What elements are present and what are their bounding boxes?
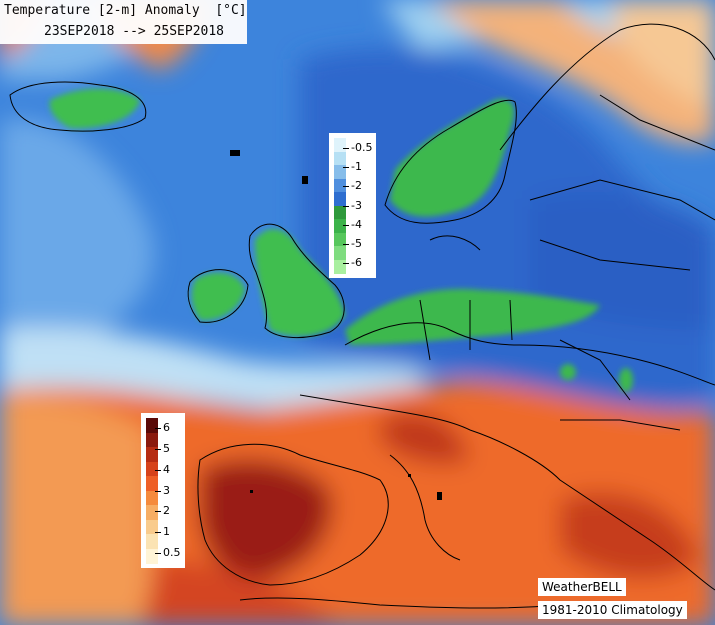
warm-legend-label: 6	[163, 421, 170, 435]
warm-legend-label: 0.5	[163, 545, 181, 559]
scandinavia-cold-zone	[390, 99, 515, 217]
cold-legend-tick	[343, 263, 349, 265]
cold-legend-label: -6	[351, 256, 362, 270]
warm-legend-tick	[155, 469, 161, 471]
warm-anomaly-legend: 6 5 4 3 2 1 0.5	[141, 413, 185, 568]
warm-legend-tick	[155, 531, 161, 533]
islands	[230, 150, 442, 500]
warm-legend-swatch	[146, 490, 158, 506]
warm-legend-swatch	[146, 432, 158, 448]
warm-legend-label: 1	[163, 524, 170, 538]
cold-legend-tick	[343, 224, 349, 226]
warm-legend-label: 5	[163, 442, 170, 456]
warm-legend-swatch	[146, 461, 158, 477]
warm-legend-swatch	[146, 548, 158, 564]
warm-legend-tick	[155, 428, 161, 430]
cold-legend-tick	[343, 205, 349, 207]
cold-legend-swatch	[334, 219, 346, 233]
cold-legend-tick	[343, 186, 349, 188]
cold-legend-swatch	[334, 232, 346, 247]
cold-legend-swatch	[334, 138, 346, 152]
warm-legend-swatch	[146, 418, 158, 433]
cold-legend-label: -5	[351, 237, 362, 251]
warm-legend-swatch	[146, 534, 158, 549]
cold-legend-label: -0.5	[351, 140, 373, 154]
cold-legend-swatch	[334, 192, 346, 206]
cold-legend-tick	[343, 147, 349, 149]
cold-legend-label: -4	[351, 217, 362, 231]
cold-anomaly-legend: -0.5 -1 -2 -3 -4 -5 -6	[329, 133, 376, 278]
warm-legend-tick	[155, 552, 161, 554]
cold-legend-swatch	[334, 246, 346, 260]
warm-legend-label: 2	[163, 504, 170, 518]
cold-legend-swatch	[334, 205, 346, 220]
warm-legend-tick	[155, 490, 161, 492]
warm-legend-swatch	[146, 447, 158, 462]
coastlines	[9, 23, 715, 609]
warm-legend-tick	[155, 449, 161, 451]
warm-legend-tick	[155, 511, 161, 513]
cold-legend-swatch	[334, 165, 346, 179]
cold-legend-label: -2	[351, 179, 362, 193]
map-title: Temperature [2-m] Anomaly [°C]	[4, 3, 247, 18]
cold-legend-swatch	[334, 151, 346, 166]
warm-legend-label: 4	[163, 462, 170, 476]
cold-legend-swatch	[334, 178, 346, 193]
title-box: Temperature [2-m] Anomaly [°C] 23SEP2018…	[0, 0, 247, 44]
warm-legend-label: 3	[163, 483, 170, 497]
cold-legend-label: -3	[351, 198, 362, 212]
warm-legend-swatch	[146, 476, 158, 491]
cold-legend-tick	[343, 166, 349, 168]
date-range: 23SEP2018 --> 25SEP2018	[44, 24, 225, 39]
source-credit: WeatherBELL	[538, 578, 626, 596]
cold-legend-label: -1	[351, 159, 362, 173]
climatology-credit: 1981-2010 Climatology	[538, 601, 687, 619]
warm-legend-swatch	[146, 505, 158, 520]
cold-legend-swatch	[334, 259, 346, 274]
cold-legend-tick	[343, 244, 349, 246]
warm-legend-swatch	[146, 519, 158, 535]
